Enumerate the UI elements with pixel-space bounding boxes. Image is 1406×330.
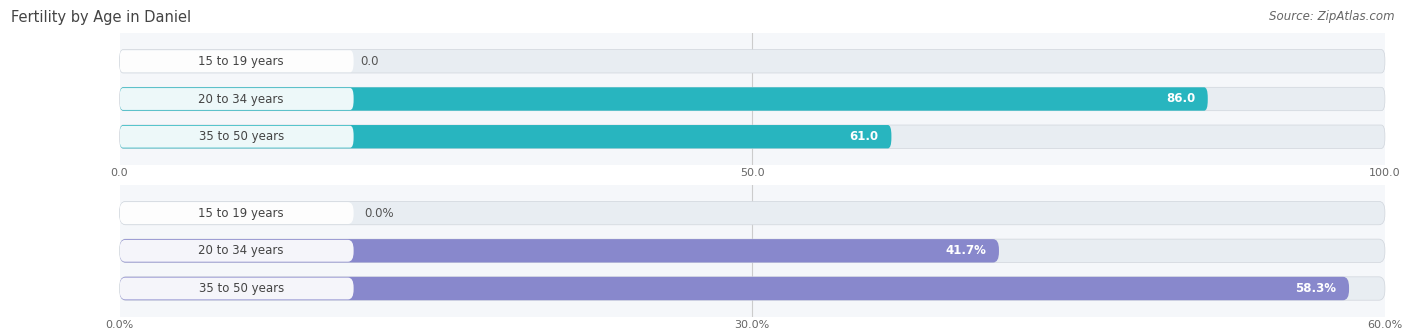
Text: 41.7%: 41.7%: [945, 244, 987, 257]
FancyBboxPatch shape: [120, 87, 1208, 111]
FancyBboxPatch shape: [120, 240, 354, 262]
Text: 35 to 50 years: 35 to 50 years: [198, 282, 284, 295]
Text: 0.0: 0.0: [360, 55, 378, 68]
Text: Source: ZipAtlas.com: Source: ZipAtlas.com: [1270, 10, 1395, 23]
FancyBboxPatch shape: [120, 201, 1385, 225]
FancyBboxPatch shape: [120, 125, 1385, 148]
FancyBboxPatch shape: [120, 88, 354, 110]
FancyBboxPatch shape: [120, 50, 354, 72]
Text: 86.0: 86.0: [1166, 92, 1195, 106]
FancyBboxPatch shape: [120, 125, 891, 148]
Text: Fertility by Age in Daniel: Fertility by Age in Daniel: [11, 10, 191, 25]
FancyBboxPatch shape: [120, 277, 1385, 300]
FancyBboxPatch shape: [120, 239, 1000, 262]
Text: 15 to 19 years: 15 to 19 years: [198, 55, 284, 68]
Text: 15 to 19 years: 15 to 19 years: [198, 207, 284, 219]
Text: 61.0: 61.0: [849, 130, 879, 143]
Text: 0.0%: 0.0%: [364, 207, 394, 219]
FancyBboxPatch shape: [120, 87, 1385, 111]
Text: 58.3%: 58.3%: [1295, 282, 1336, 295]
FancyBboxPatch shape: [120, 202, 354, 224]
Text: 20 to 34 years: 20 to 34 years: [198, 92, 284, 106]
FancyBboxPatch shape: [120, 239, 1385, 262]
FancyBboxPatch shape: [120, 126, 354, 148]
FancyBboxPatch shape: [120, 277, 1350, 300]
FancyBboxPatch shape: [120, 50, 1385, 73]
Text: 20 to 34 years: 20 to 34 years: [198, 244, 284, 257]
FancyBboxPatch shape: [120, 278, 354, 299]
Text: 35 to 50 years: 35 to 50 years: [198, 130, 284, 143]
